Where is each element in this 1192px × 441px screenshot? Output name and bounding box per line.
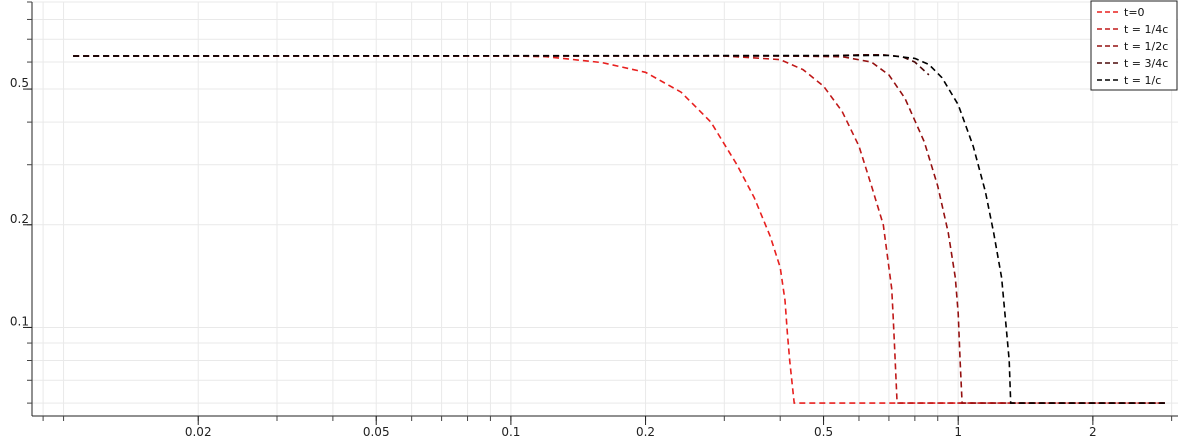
series-line-0 — [73, 55, 1165, 404]
x-tick-label: 0.2 — [636, 425, 655, 439]
series-line-1 — [73, 55, 1165, 404]
x-tick-label: 0.1 — [501, 425, 520, 439]
legend-label-0: t=0 — [1124, 6, 1145, 19]
series-line-3 — [73, 53, 930, 76]
x-tick-label: 1 — [954, 425, 962, 439]
x-tick-label: 0.05 — [363, 425, 390, 439]
y-tick-label: 0.2 — [10, 212, 29, 226]
legend-label-2: t = 1/2c — [1124, 40, 1168, 53]
y-tick-label: 0.5 — [10, 76, 29, 90]
x-tick-label: 0.02 — [185, 425, 212, 439]
legend: t=0 t = 1/4c t = 1/2c t = 3/4c t = 1/c — [1090, 0, 1178, 91]
legend-label-3: t = 3/4c — [1124, 57, 1168, 70]
axes — [31, 2, 1178, 417]
x-tick-label: 0.5 — [814, 425, 833, 439]
series-line-4 — [73, 54, 1165, 404]
grid-lines — [32, 1, 1178, 416]
legend-label-1: t = 1/4c — [1124, 23, 1168, 36]
x-tick-label: 2 — [1089, 425, 1097, 439]
legend-label-4: t = 1/c — [1124, 74, 1161, 87]
axis-ticks: 0.02 0.05 0.1 0.2 0.5 1 2 0.1 0.2 0.5 — [10, 1, 1173, 439]
series-lines — [73, 53, 1165, 404]
y-tick-label: 0.1 — [10, 314, 29, 328]
series-line-2 — [73, 55, 1165, 404]
